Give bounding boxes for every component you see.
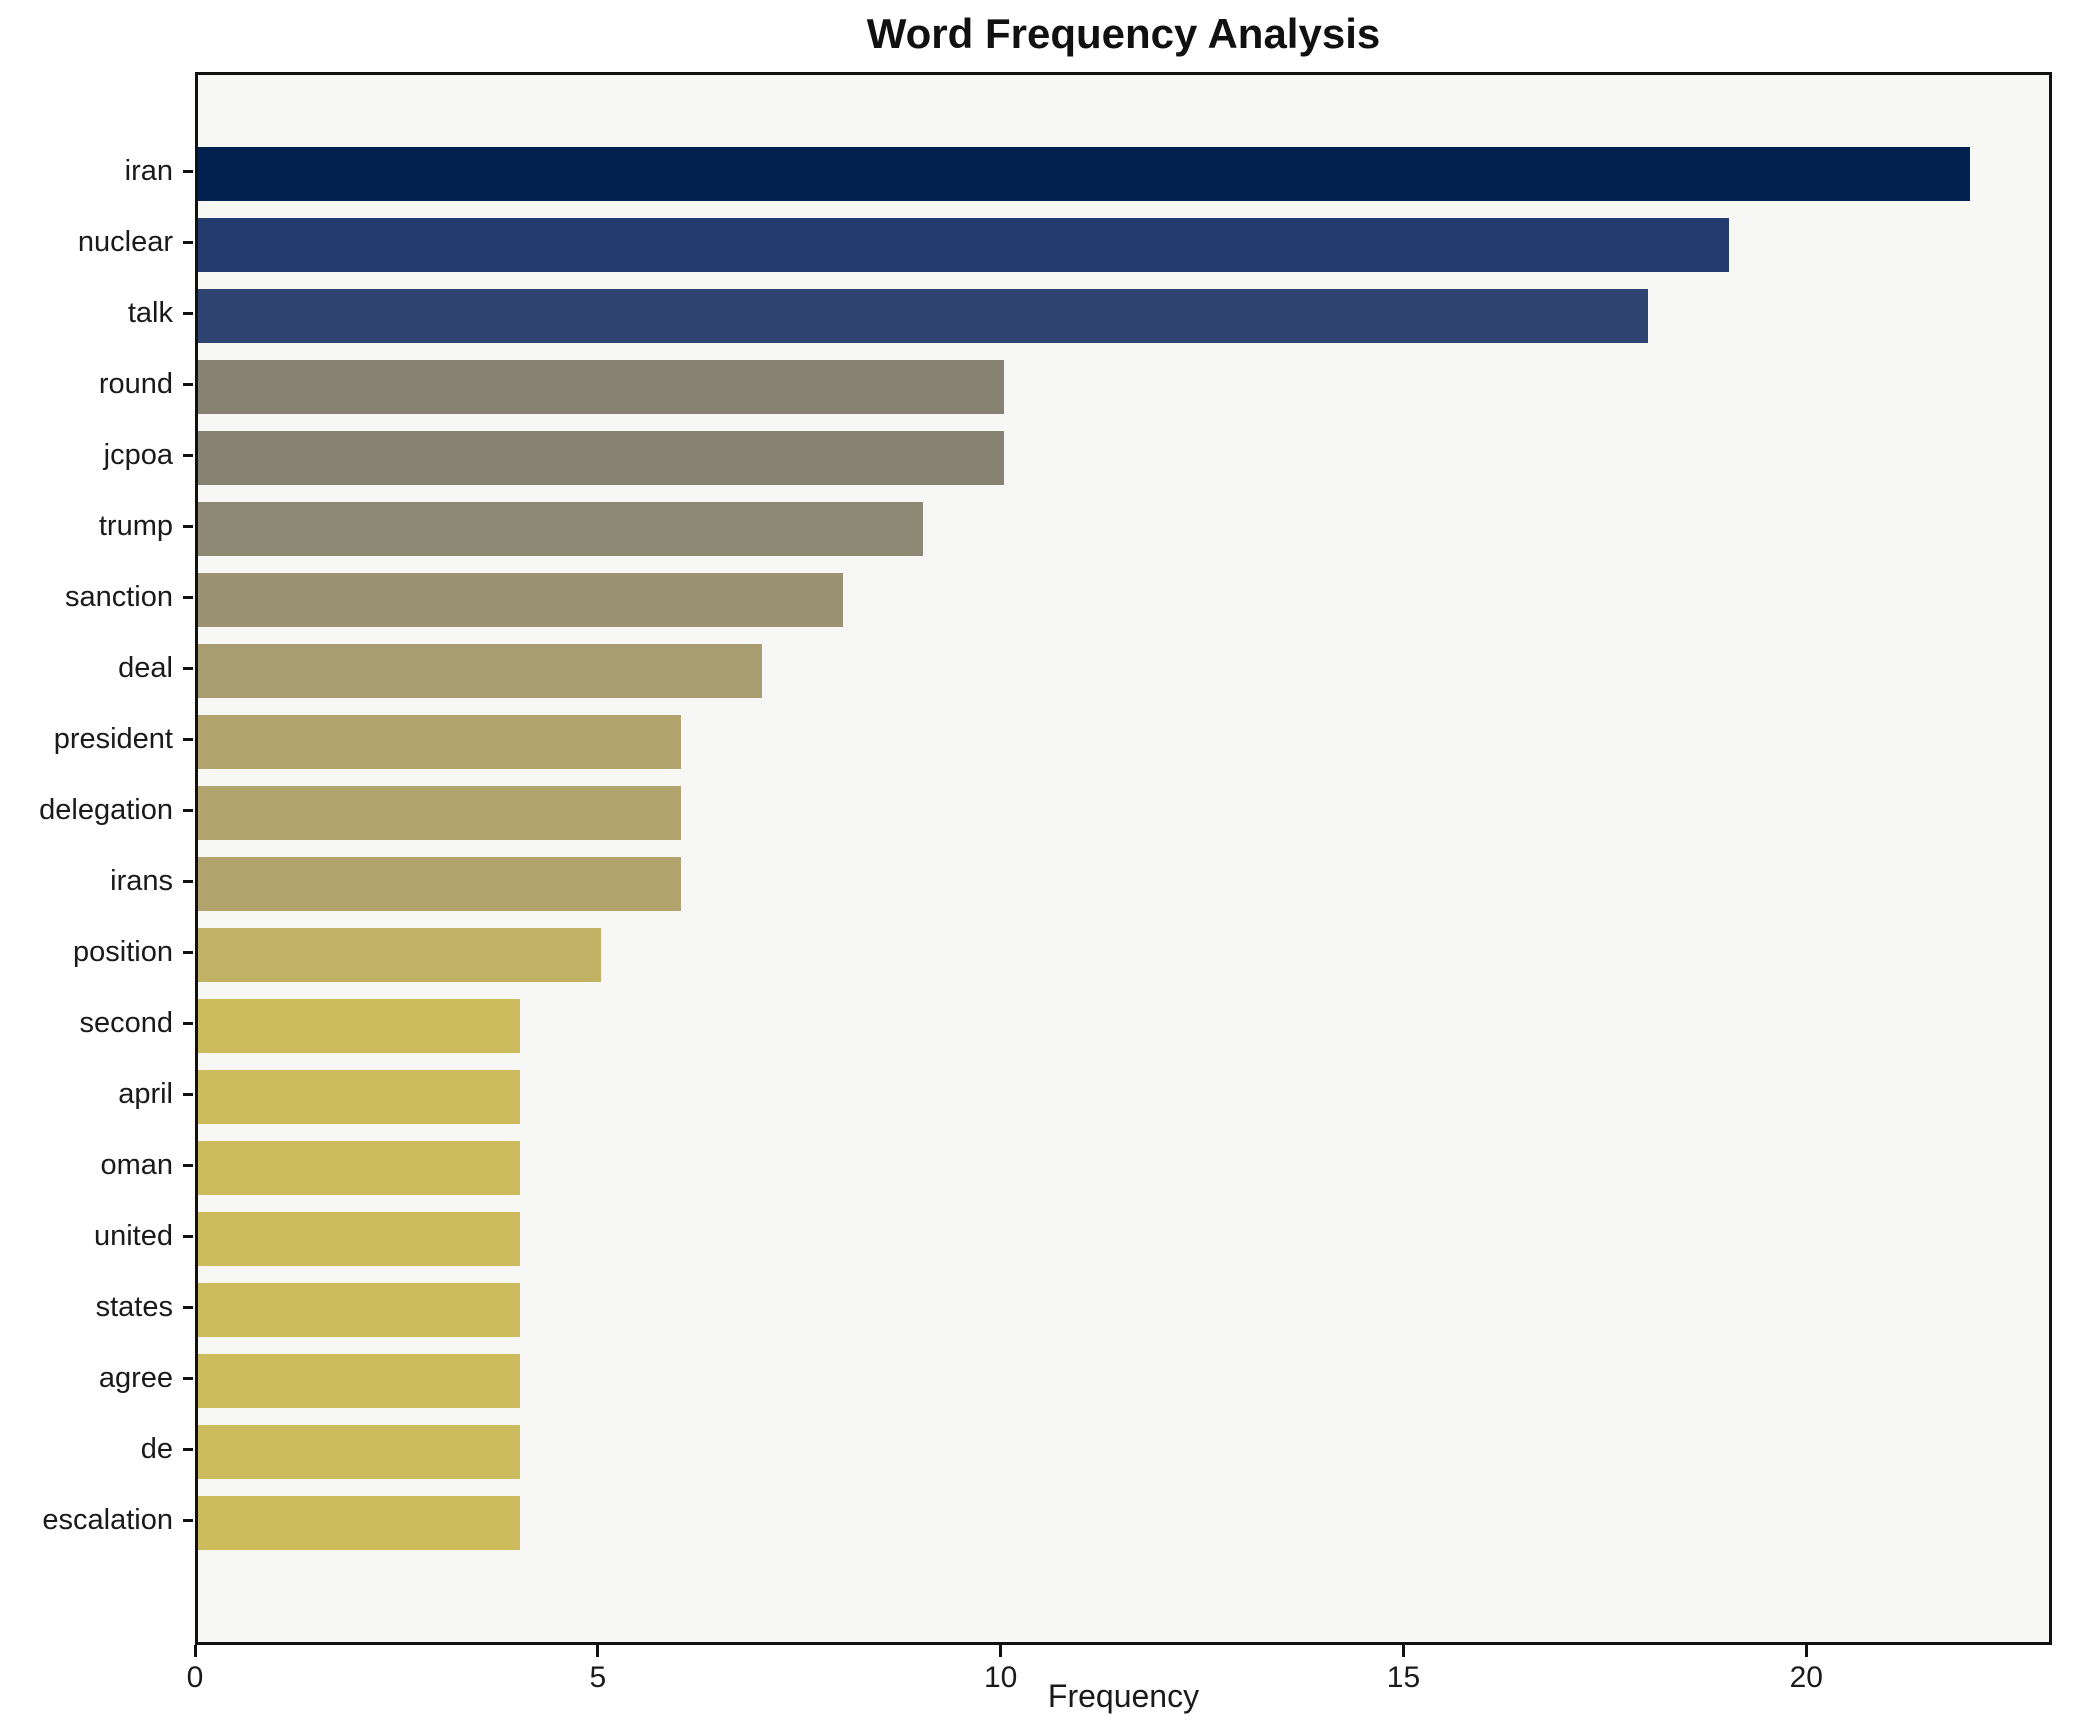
y-tick-mark-second bbox=[183, 1022, 193, 1025]
y-tick-mark-president bbox=[183, 738, 193, 741]
bar-second bbox=[198, 999, 521, 1053]
bar-jcpoa bbox=[198, 431, 1004, 485]
y-tick-label-de: de bbox=[140, 1433, 173, 1465]
x-tick-label-5: 5 bbox=[589, 1661, 607, 1694]
y-tick-label-states: states bbox=[95, 1291, 173, 1323]
y-tick-label-position: position bbox=[73, 936, 173, 968]
y-tick-label-irans: irans bbox=[110, 865, 173, 897]
y-tick-label-delegation: delegation bbox=[39, 794, 173, 826]
y-tick-label-nuclear: nuclear bbox=[77, 226, 173, 258]
bar-united bbox=[198, 1212, 521, 1266]
y-tick-mark-talk bbox=[183, 312, 193, 315]
y-tick-label-jcpoa: jcpoa bbox=[103, 439, 173, 471]
y-tick-mark-de bbox=[183, 1448, 193, 1451]
y-tick-mark-united bbox=[183, 1235, 193, 1238]
x-tick-label-10: 10 bbox=[983, 1661, 1018, 1694]
bar-trump bbox=[198, 502, 924, 556]
bar-deal bbox=[198, 644, 762, 698]
bar-talk bbox=[198, 289, 1649, 343]
bar-oman bbox=[198, 1141, 521, 1195]
y-tick-mark-trump bbox=[183, 525, 193, 528]
y-tick-label-trump: trump bbox=[98, 510, 173, 542]
y-tick-mark-irans bbox=[183, 880, 193, 883]
bar-agree bbox=[198, 1354, 521, 1408]
y-tick-label-united: united bbox=[93, 1220, 173, 1252]
bar-de bbox=[198, 1425, 521, 1479]
y-tick-label-deal: deal bbox=[118, 652, 173, 684]
bar-round bbox=[198, 360, 1004, 414]
y-tick-mark-deal bbox=[183, 667, 193, 670]
y-tick-mark-round bbox=[183, 383, 193, 386]
x-tick-mark-0 bbox=[193, 1645, 197, 1657]
bar-iran bbox=[198, 147, 1971, 201]
y-tick-mark-iran bbox=[183, 170, 193, 173]
x-tick-label-20: 20 bbox=[1789, 1661, 1823, 1694]
y-tick-mark-sanction bbox=[183, 596, 193, 599]
x-tick-label-0: 0 bbox=[186, 1661, 204, 1694]
bar-position bbox=[198, 928, 601, 982]
y-tick-label-april: april bbox=[118, 1078, 173, 1110]
y-tick-label-sanction: sanction bbox=[64, 581, 173, 613]
x-axis-title: Frequency bbox=[1047, 1678, 1200, 1714]
y-tick-mark-agree bbox=[183, 1377, 193, 1380]
bar-nuclear bbox=[198, 218, 1729, 272]
plot-area bbox=[195, 72, 2052, 1645]
y-tick-label-escalation: escalation bbox=[42, 1504, 173, 1536]
y-tick-mark-april bbox=[183, 1093, 193, 1096]
y-tick-label-round: round bbox=[98, 368, 173, 400]
y-tick-label-agree: agree bbox=[98, 1362, 173, 1394]
y-tick-mark-jcpoa bbox=[183, 454, 193, 457]
y-tick-label-talk: talk bbox=[127, 297, 173, 329]
x-tick-mark-20 bbox=[1804, 1645, 1808, 1657]
y-tick-label-iran: iran bbox=[124, 155, 173, 187]
y-tick-mark-states bbox=[183, 1306, 193, 1309]
y-tick-mark-oman bbox=[183, 1164, 193, 1167]
y-tick-label-second: second bbox=[79, 1007, 173, 1039]
bar-delegation bbox=[198, 786, 682, 840]
bar-president bbox=[198, 715, 682, 769]
y-tick-label-president: president bbox=[53, 723, 173, 755]
bar-irans bbox=[198, 857, 682, 911]
y-tick-label-oman: oman bbox=[100, 1149, 173, 1181]
y-tick-mark-delegation bbox=[183, 809, 193, 812]
y-tick-mark-position bbox=[183, 951, 193, 954]
bar-april bbox=[198, 1070, 521, 1124]
chart-title: Word Frequency Analysis bbox=[866, 10, 1381, 57]
bar-escalation bbox=[198, 1496, 521, 1550]
x-tick-label-15: 15 bbox=[1386, 1661, 1421, 1694]
x-tick-mark-10 bbox=[999, 1645, 1003, 1657]
x-tick-mark-15 bbox=[1401, 1645, 1405, 1657]
bar-states bbox=[198, 1283, 521, 1337]
x-tick-mark-5 bbox=[596, 1645, 600, 1657]
y-tick-mark-nuclear bbox=[183, 241, 193, 244]
bar-sanction bbox=[198, 573, 843, 627]
y-tick-mark-escalation bbox=[183, 1519, 193, 1522]
